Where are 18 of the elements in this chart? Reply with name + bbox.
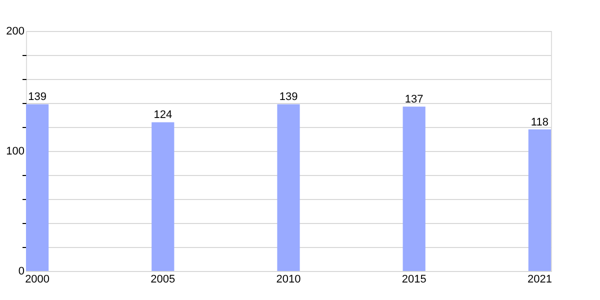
data-label: 124: [154, 109, 172, 122]
x-tick-label: 2015: [402, 274, 426, 286]
bar: [277, 104, 300, 271]
bar: [528, 129, 551, 271]
x-tick-label: 2000: [25, 274, 50, 286]
data-label: 139: [28, 91, 46, 104]
data-label: 139: [279, 91, 298, 104]
data-label: 118: [530, 116, 548, 128]
x-tick-label: 2010: [276, 274, 301, 286]
bar: [152, 122, 174, 271]
y-tick-label: 100: [6, 146, 24, 158]
bar: [26, 104, 49, 271]
y-tick-label: 0: [18, 266, 24, 278]
x-tick-label: 2021: [527, 274, 552, 286]
y-tick-label: 200: [6, 26, 24, 38]
x-tick-label: 2005: [150, 274, 176, 286]
data-label: 137: [404, 94, 424, 106]
bar: [402, 106, 426, 271]
